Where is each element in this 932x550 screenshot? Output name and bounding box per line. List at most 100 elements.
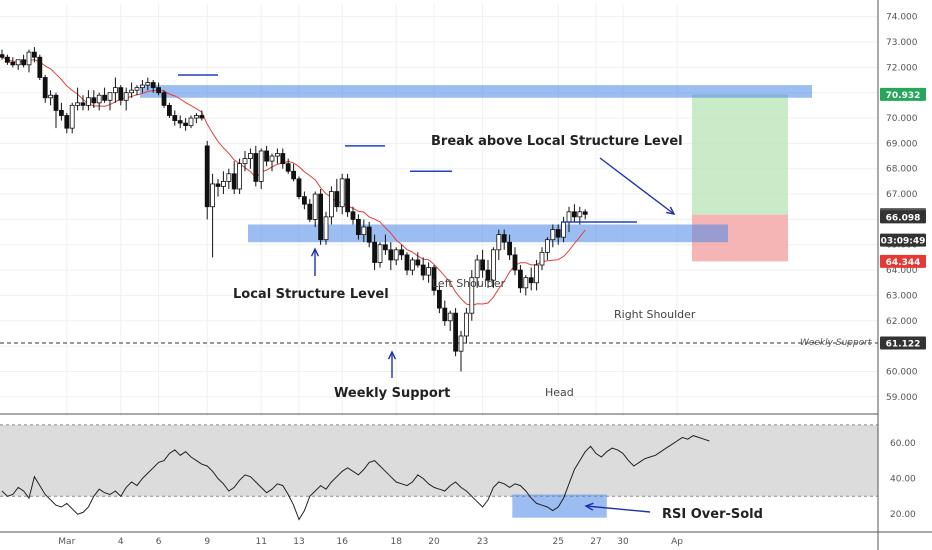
- candle-body: [523, 277, 529, 289]
- candle-body: [123, 92, 129, 101]
- candle: [485, 259, 491, 288]
- candle: [274, 148, 280, 164]
- price-tag: 64.344: [880, 254, 926, 268]
- candle: [145, 77, 151, 91]
- candle-body: [269, 155, 275, 162]
- candle: [75, 87, 80, 111]
- candle-body: [480, 259, 486, 271]
- rsi-line: [1, 435, 710, 521]
- candle-body: [69, 104, 75, 129]
- rsi-tick-label: 60.00: [890, 439, 916, 449]
- candle: [199, 110, 205, 121]
- price-tick-label: 70.000: [886, 114, 918, 124]
- candle-body: [318, 193, 324, 241]
- rsi-tick-label: 20.00: [890, 510, 916, 520]
- candle: [231, 161, 237, 195]
- candle-body: [177, 120, 183, 124]
- candle: [91, 90, 97, 108]
- candle: [253, 145, 259, 187]
- candle-body: [323, 216, 329, 241]
- candle: [280, 148, 286, 169]
- candle-body: [139, 84, 145, 89]
- candle-body: [404, 254, 410, 271]
- candle-body: [0, 54, 5, 58]
- candle: [409, 257, 415, 276]
- date-tick-label: 23: [477, 537, 488, 547]
- candle: [53, 92, 59, 129]
- date-tick-label: 20: [428, 537, 440, 547]
- candle-body: [442, 307, 448, 322]
- candle: [474, 254, 480, 288]
- candle-body: [382, 244, 388, 251]
- candle-body: [550, 229, 556, 241]
- candle-body: [415, 259, 421, 266]
- candle-body: [458, 335, 464, 352]
- candle: [399, 244, 405, 260]
- candle-body: [426, 267, 432, 276]
- candle: [0, 49, 5, 60]
- candle-body: [518, 269, 523, 289]
- candle-body: [355, 219, 361, 236]
- price-tag-text: 70.932: [886, 91, 921, 101]
- candle-body: [75, 102, 80, 106]
- candle-body: [507, 241, 513, 256]
- candle: [107, 92, 113, 111]
- candle-body: [528, 277, 534, 284]
- date-tick-label: 9: [204, 537, 210, 547]
- candle: [285, 158, 291, 174]
- price-tag-text: 66.098: [886, 213, 921, 223]
- price-tag-bg: [880, 87, 926, 101]
- weekly-support-label: Weekly Support: [334, 386, 450, 401]
- candle-body: [26, 51, 32, 66]
- candle: [350, 206, 356, 225]
- candle: [215, 178, 221, 197]
- candle-body: [150, 82, 156, 89]
- candle-body: [420, 264, 426, 276]
- candle: [447, 310, 453, 331]
- candle: [550, 224, 556, 248]
- candle: [345, 173, 351, 217]
- price-tick-label: 59.000: [886, 393, 918, 403]
- weekly-support-arrow: [387, 350, 397, 378]
- candle: [496, 229, 502, 260]
- candle: [534, 259, 539, 291]
- candle: [323, 211, 329, 245]
- candle-body: [490, 249, 496, 281]
- date-tick-label: 27: [590, 537, 601, 547]
- candle-body: [409, 259, 415, 271]
- candle-body: [172, 115, 178, 121]
- candle-body: [37, 56, 43, 78]
- candle: [226, 168, 232, 189]
- candle-body: [80, 102, 86, 106]
- candle: [312, 191, 318, 228]
- arrow-shaft: [599, 157, 675, 215]
- candle-body: [577, 211, 583, 218]
- price-tick-label: 69.000: [886, 139, 918, 149]
- candle-body: [134, 87, 140, 91]
- candle-body: [53, 94, 59, 111]
- candle-body: [453, 312, 459, 352]
- candle-body: [296, 178, 302, 197]
- candle-body: [242, 158, 248, 165]
- candle: [237, 158, 243, 195]
- candle: [501, 229, 507, 250]
- candle-body: [534, 264, 539, 284]
- candle-body: [5, 56, 10, 63]
- candle-body: [247, 153, 253, 159]
- candle: [10, 57, 16, 68]
- arrow-head: [584, 502, 594, 511]
- candle: [129, 82, 135, 98]
- price-tag: 70.932: [880, 87, 926, 101]
- candle: [258, 148, 264, 189]
- break-label: Break above Local Structure Level: [431, 134, 683, 149]
- candle-body: [561, 221, 566, 238]
- candle-body: [447, 312, 453, 322]
- rsi-panel: [0, 413, 878, 532]
- candle-body: [345, 178, 351, 213]
- candle: [436, 285, 442, 314]
- candle: [296, 176, 302, 200]
- candle-body: [199, 115, 205, 119]
- candle: [393, 247, 399, 266]
- candle-body: [21, 59, 27, 66]
- candle-body: [188, 117, 194, 127]
